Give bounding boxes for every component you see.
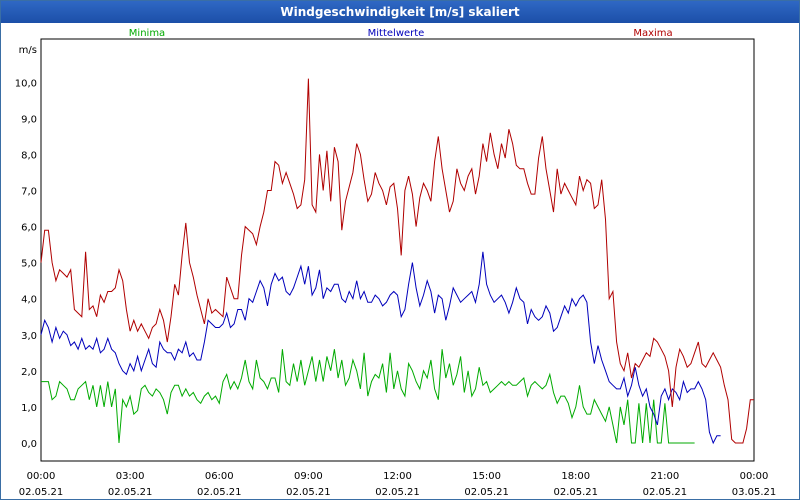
axes <box>40 38 755 462</box>
y-tick-label: 7,0 <box>21 186 37 197</box>
x-tick-date: 02.05.21 <box>553 487 598 498</box>
x-tick-time: 03:00 <box>116 471 145 482</box>
x-tick-time: 06:00 <box>205 471 234 482</box>
x-tick-time: 12:00 <box>383 471 412 482</box>
y-tick-label: 10,0 <box>15 78 37 89</box>
x-tick-date: 02.05.21 <box>197 487 242 498</box>
y-tick-label: 4,0 <box>21 295 37 306</box>
x-tick-time: 00:00 <box>27 471 56 482</box>
legend-maxima: Maxima <box>633 28 672 39</box>
y-tick-label: 5,0 <box>21 259 37 270</box>
x-tick-date: 02.05.21 <box>375 487 420 498</box>
chart-title: Windgeschwindigkeit [m/s] skaliert <box>1 1 799 23</box>
y-tick-label: 1,0 <box>21 403 37 414</box>
x-tick-time: 15:00 <box>472 471 501 482</box>
x-tick-date: 02.05.21 <box>464 487 509 498</box>
y-tick-label: 3,0 <box>21 331 37 342</box>
tick-labels: 0,0 1,0 2,0 3,0 4,0 5,0 6,0 7,0 8,0 9,0 10,0 m/s 00:… <box>15 45 777 498</box>
wind-speed-chart: 0,0 1,0 2,0 3,0 4,0 5,0 6,0 7,0 8,0 9,0 10,0 m/s 00:… <box>15 28 777 498</box>
legend-minima: Minima <box>129 28 165 39</box>
x-tick-time: 09:00 <box>294 471 323 482</box>
y-tick-label: 2,0 <box>21 367 37 378</box>
y-tick-label: 6,0 <box>21 223 37 234</box>
x-tick-date: 02.05.21 <box>19 487 64 498</box>
x-tick-date: 02.05.21 <box>108 487 153 498</box>
x-tick-time: 18:00 <box>561 471 590 482</box>
series-lines <box>40 78 754 445</box>
legend: Minima Mittelwerte Maxima <box>129 28 673 39</box>
x-tick-time: 00:00 <box>740 471 769 482</box>
series-line-mittelwerte <box>40 251 721 445</box>
y-axis-label: m/s <box>19 45 37 56</box>
x-tick-time: 21:00 <box>650 471 679 482</box>
y-tick-label: 9,0 <box>21 114 37 125</box>
y-tick-label: 8,0 <box>21 150 37 161</box>
legend-mittelwerte: Mittelwerte <box>368 28 425 39</box>
plot-area <box>40 38 755 462</box>
x-tick-date: 03.05.21 <box>732 487 777 498</box>
x-tick-date: 02.05.21 <box>286 487 331 498</box>
series-line-minima <box>41 349 695 444</box>
y-tick-label: 0,0 <box>21 439 37 450</box>
series-line-maxima <box>40 78 754 444</box>
x-tick-date: 02.05.21 <box>643 487 688 498</box>
